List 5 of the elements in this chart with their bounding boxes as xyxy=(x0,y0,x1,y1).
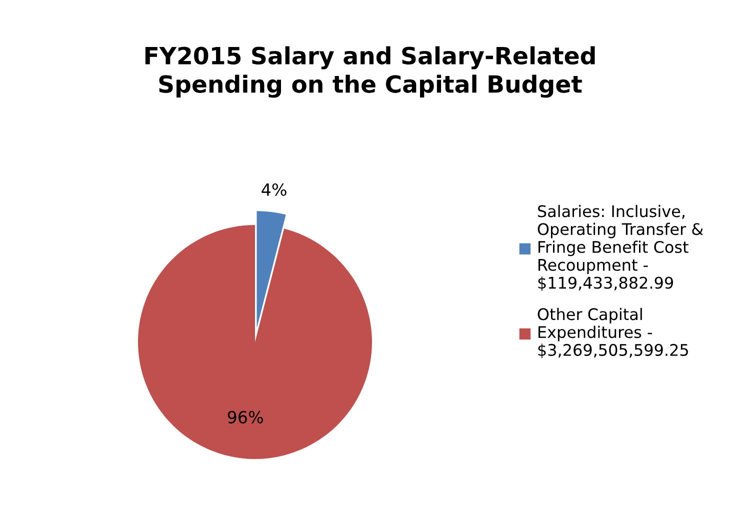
legend-label: Other Capital Expenditures - $3,269,505,599.25 xyxy=(538,308,688,358)
data-label: 4% xyxy=(262,183,286,196)
legend-label: Salaries: Inclusive, Operating Transfer & Fringe Benefit Cost Recoupment - $119,433,882.99 xyxy=(538,204,704,291)
chart-title: FY2015 Salary and Salary-Related Spending on the Capital Budget xyxy=(145,46,595,98)
data-label: 96% xyxy=(228,410,263,424)
